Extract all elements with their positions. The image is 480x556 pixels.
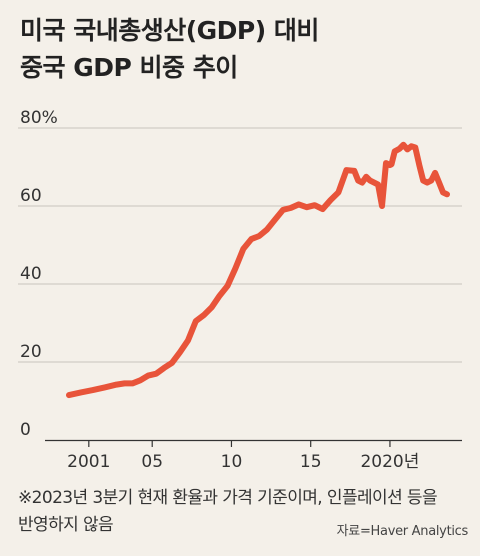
chart-title-line-1: 미국 국내총생산(GDP) 대비 — [20, 16, 319, 45]
grid-lines — [18, 127, 462, 363]
line-chart: 80% 60 40 20 0 2001 05 10 15 2020년 — [18, 108, 462, 472]
y-tick-label-20: 20 — [20, 342, 42, 362]
x-axis — [45, 439, 462, 447]
series-line-0 — [66, 141, 450, 399]
x-tick-label-2010: 10 — [221, 452, 243, 472]
chart-title: 미국 국내총생산(GDP) 대비 중국 GDP 비중 추이 — [20, 12, 319, 86]
x-tick-label-2005: 05 — [141, 452, 163, 472]
y-tick-label-40: 40 — [20, 264, 42, 284]
footnote-line-1: ※2023년 3분기 현재 환율과 가격 기준이며, 인플레이션 등을 — [18, 488, 438, 508]
chart-title-line-2: 중국 GDP 비중 추이 — [20, 53, 238, 82]
source-label: 자료=Haver Analytics — [336, 524, 469, 539]
x-tick-label-2001: 2001 — [67, 452, 110, 472]
x-tick-label-2020: 2020년 — [360, 452, 419, 472]
x-axis-labels: 2001 05 10 15 2020년 — [67, 452, 419, 472]
y-axis-labels: 80% 60 40 20 0 — [20, 108, 58, 440]
series-points-0 — [69, 145, 447, 396]
footnote: ※2023년 3분기 현재 환율과 가격 기준이며, 인플레이션 등을 반영하지… — [18, 485, 438, 539]
y-tick-label-80: 80% — [20, 108, 58, 128]
footnote-line-2: 반영하지 않음 — [18, 515, 114, 535]
x-tick-label-2015: 15 — [300, 452, 322, 472]
y-tick-label-60: 60 — [20, 186, 42, 206]
y-tick-label-0: 0 — [20, 420, 31, 440]
plot-area — [66, 141, 450, 399]
